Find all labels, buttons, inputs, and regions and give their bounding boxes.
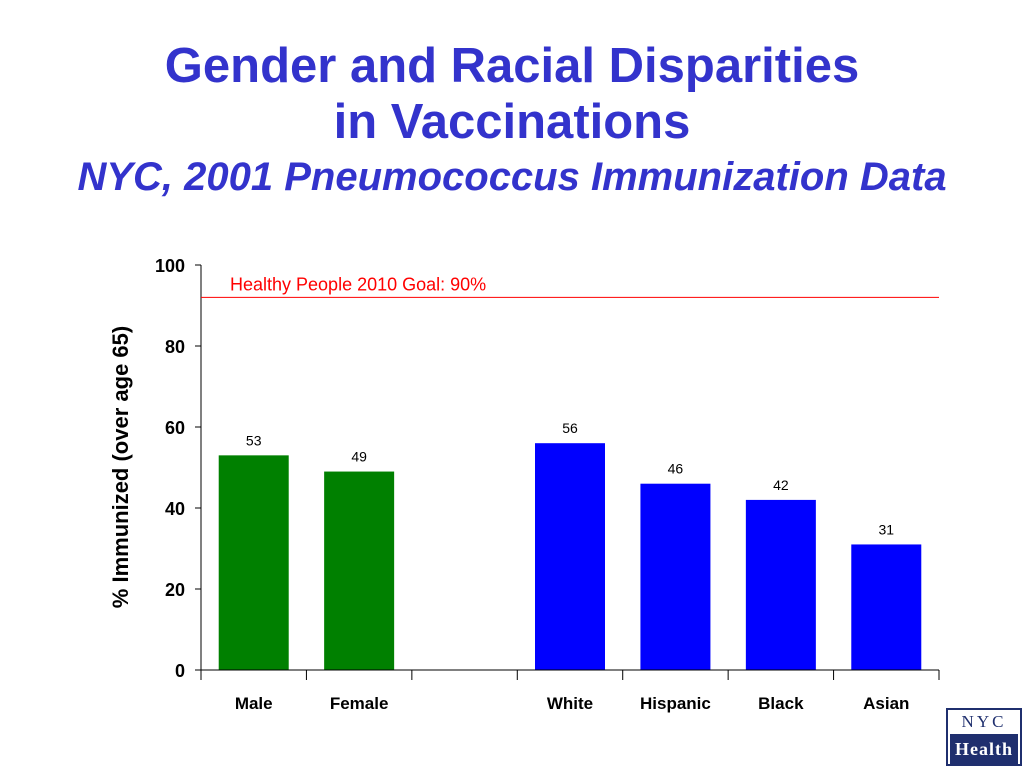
x-tick-label-hispanic: Hispanic xyxy=(640,694,711,713)
bar-asian xyxy=(851,544,922,670)
data-label-hispanic: 46 xyxy=(668,461,684,477)
x-tick-label-black: Black xyxy=(758,694,804,713)
bar-white xyxy=(535,443,605,670)
slide-title-line-2: in Vaccinations xyxy=(333,95,691,149)
data-label-white: 56 xyxy=(562,420,578,436)
slide-subtitle: NYC, 2001 Pneumococcus Immunization Data xyxy=(77,155,947,199)
y-tick-label: 20 xyxy=(165,580,185,600)
slide-title-block: Gender and Racial Disparities in Vaccina… xyxy=(0,38,1024,202)
x-tick-label-male: Male xyxy=(235,694,273,713)
y-tick-label: 100 xyxy=(155,256,185,276)
data-label-male: 53 xyxy=(246,432,262,448)
x-tick-label-white: White xyxy=(547,694,593,713)
y-tick-label: 40 xyxy=(165,499,185,519)
logo-health-text: Health xyxy=(950,734,1018,764)
bar-male xyxy=(218,455,289,670)
nyc-health-logo: NYC Health xyxy=(946,708,1022,766)
y-tick-label: 60 xyxy=(165,418,185,438)
data-label-black: 42 xyxy=(773,477,789,493)
x-tick-label-asian: Asian xyxy=(863,694,909,713)
y-tick-label: 80 xyxy=(165,337,185,357)
goal-reference-label: Healthy People 2010 Goal: 90% xyxy=(230,274,486,294)
data-label-asian: 31 xyxy=(878,521,894,537)
logo-nyc-text: NYC xyxy=(961,712,1007,731)
bar-female xyxy=(324,471,395,670)
bar-black xyxy=(745,499,816,670)
data-label-female: 49 xyxy=(351,449,367,465)
y-axis-label: % Immunized (over age 65) xyxy=(108,326,133,608)
y-tick-label: 0 xyxy=(175,661,185,681)
bar-hispanic xyxy=(640,483,711,670)
x-tick-label-female: Female xyxy=(330,694,389,713)
slide-title-line-1: Gender and Racial Disparities xyxy=(164,39,860,93)
